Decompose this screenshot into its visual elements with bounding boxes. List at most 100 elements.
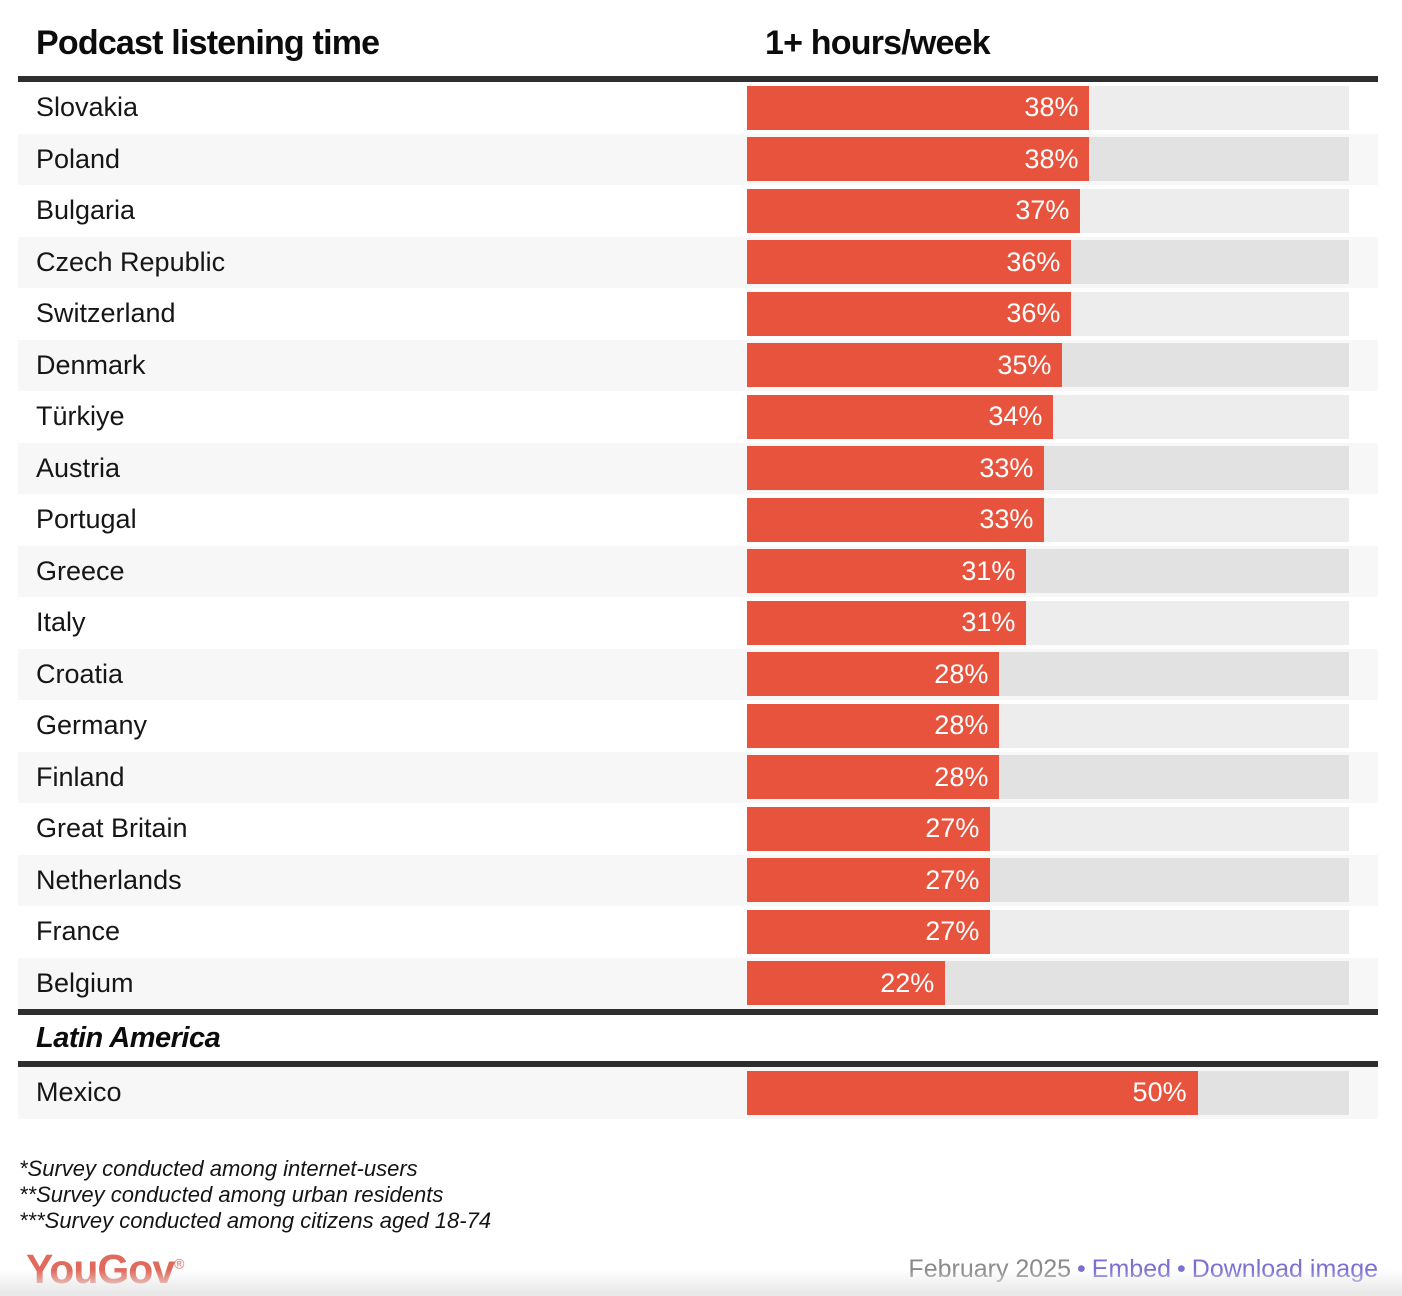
table-row: Türkiye 34%	[18, 391, 1378, 443]
bar-cell: 28%	[747, 755, 1378, 800]
bar-value-label: 31%	[961, 607, 1016, 638]
table-row: Greece 31%	[18, 545, 1378, 597]
country-label: Germany	[36, 710, 148, 741]
bar-value-label: 28%	[934, 761, 989, 792]
bar-value-label: 27%	[925, 813, 980, 844]
bar-value-label: 38%	[1024, 143, 1079, 174]
country-label: Italy	[36, 607, 86, 638]
bar-track: 31%	[747, 600, 1349, 645]
bar-track: 33%	[747, 446, 1349, 491]
bar-fill: 27%	[747, 858, 991, 903]
bar-cell: 37%	[747, 188, 1378, 233]
country-label: Belgium	[36, 967, 134, 998]
bar-fill: 28%	[747, 652, 1000, 697]
bar-value-label: 38%	[1024, 92, 1079, 123]
header-rule	[18, 76, 1378, 82]
table-row: Austria 33%	[18, 442, 1378, 494]
region-header: Latin America	[18, 1015, 1378, 1061]
bar-value-label: 28%	[934, 710, 989, 741]
bar-cell: 31%	[747, 549, 1378, 594]
bar-track: 22%	[747, 961, 1349, 1006]
section-rule	[18, 1061, 1378, 1067]
country-label: Greece	[36, 555, 125, 586]
bar-fill: 22%	[747, 961, 946, 1006]
table-row: Bulgaria 37%	[18, 185, 1378, 237]
bar-track: 33%	[747, 497, 1349, 542]
embed-link[interactable]: Embed	[1091, 1255, 1172, 1283]
publish-date: February 2025	[908, 1255, 1072, 1283]
bar-cell: 27%	[747, 909, 1378, 954]
country-label: France	[36, 916, 121, 947]
bar-cell: 34%	[747, 394, 1378, 439]
table-row: Switzerland 36%	[18, 288, 1378, 340]
bar-fill: 33%	[747, 497, 1045, 542]
bar-fill: 31%	[747, 600, 1027, 645]
bar-value-label: 33%	[979, 452, 1034, 483]
table-row: Netherlands 27%	[18, 854, 1378, 906]
bar-value-label: 27%	[925, 864, 980, 895]
bar-fill: 34%	[747, 394, 1054, 439]
bar-value-label: 37%	[1015, 195, 1070, 226]
bar-cell: 31%	[747, 600, 1378, 645]
table-row: Germany 28%	[18, 700, 1378, 752]
region-header-label: Latin America	[36, 1021, 221, 1054]
bar-fill: 33%	[747, 446, 1045, 491]
bar-cell: 33%	[747, 497, 1378, 542]
chart-title: Podcast listening time	[36, 24, 380, 62]
bar-value-label: 31%	[961, 555, 1016, 586]
bar-cell: 22%	[747, 961, 1378, 1006]
chart-header: Podcast listening time 1+ hours/week	[18, 0, 1378, 76]
bar-track: 28%	[747, 755, 1349, 800]
bar-track: 37%	[747, 188, 1349, 233]
chart-footer: YouGov® February 2025 • Embed • Download ima…	[26, 1246, 1378, 1294]
bar-track: 27%	[747, 806, 1349, 851]
country-label: Czech Republic	[36, 246, 226, 277]
bar-cell: 33%	[747, 446, 1378, 491]
bar-value-label: 27%	[925, 916, 980, 947]
footnote-line: **Survey conducted among urban residents	[19, 1181, 444, 1207]
bar-fill: 28%	[747, 703, 1000, 748]
table-row: Great Britain 27%	[18, 803, 1378, 855]
bar-track: 36%	[747, 240, 1349, 285]
bar-cell: 35%	[747, 343, 1378, 388]
bar-value-label: 28%	[934, 658, 989, 689]
bar-cell: 28%	[747, 652, 1378, 697]
bar-track: 50%	[747, 1070, 1349, 1115]
bar-fill: 27%	[747, 806, 991, 851]
country-rows: Slovakia 38% Poland 38% Bulgaria 37% Czech Rep…	[18, 82, 1378, 1009]
country-label: Finland	[36, 761, 125, 792]
bar-cell: 27%	[747, 806, 1378, 851]
bar-track: 28%	[747, 703, 1349, 748]
bar-fill: 35%	[747, 343, 1063, 388]
footnote-line: ***Survey conducted among citizens aged …	[19, 1207, 492, 1233]
table-row: Czech Republic 36%	[18, 236, 1378, 288]
download-image-link[interactable]: Download image	[1191, 1255, 1378, 1283]
table-row: France 27%	[18, 906, 1378, 958]
chart-body: Slovakia 38% Poland 38% Bulgaria 37% Czech Rep…	[0, 82, 1402, 1119]
bar-value-label: 22%	[880, 967, 935, 998]
footnote-line: *Survey conducted among internet-users	[19, 1155, 418, 1181]
table-row: Croatia 28%	[18, 648, 1378, 700]
bar-track: 34%	[747, 394, 1349, 439]
bar-value-label: 36%	[1006, 298, 1061, 329]
table-row: Slovakia 38%	[18, 82, 1378, 134]
bar-fill: 31%	[747, 549, 1027, 594]
footnotes: *Survey conducted among internet-users *…	[19, 1156, 1378, 1234]
bar-fill: 36%	[747, 240, 1072, 285]
country-label: Denmark	[36, 349, 146, 380]
yougov-logo-text: YouGov	[26, 1246, 175, 1292]
bar-fill: 28%	[747, 755, 1000, 800]
registered-mark: ®	[174, 1255, 184, 1272]
footer-meta: February 2025 • Embed • Download image	[908, 1255, 1378, 1284]
bar-value-label: 50%	[1132, 1077, 1187, 1108]
bullet-separator: •	[1077, 1255, 1086, 1283]
bar-fill: 36%	[747, 291, 1072, 336]
country-rows: Mexico 50%	[18, 1067, 1378, 1119]
country-label: Bulgaria	[36, 195, 136, 226]
table-row: Denmark 35%	[18, 339, 1378, 391]
bar-track: 28%	[747, 652, 1349, 697]
bar-fill: 50%	[747, 1070, 1198, 1115]
bar-fill: 37%	[747, 188, 1081, 233]
table-row: Italy 31%	[18, 597, 1378, 649]
bar-cell: 50%	[747, 1070, 1378, 1115]
